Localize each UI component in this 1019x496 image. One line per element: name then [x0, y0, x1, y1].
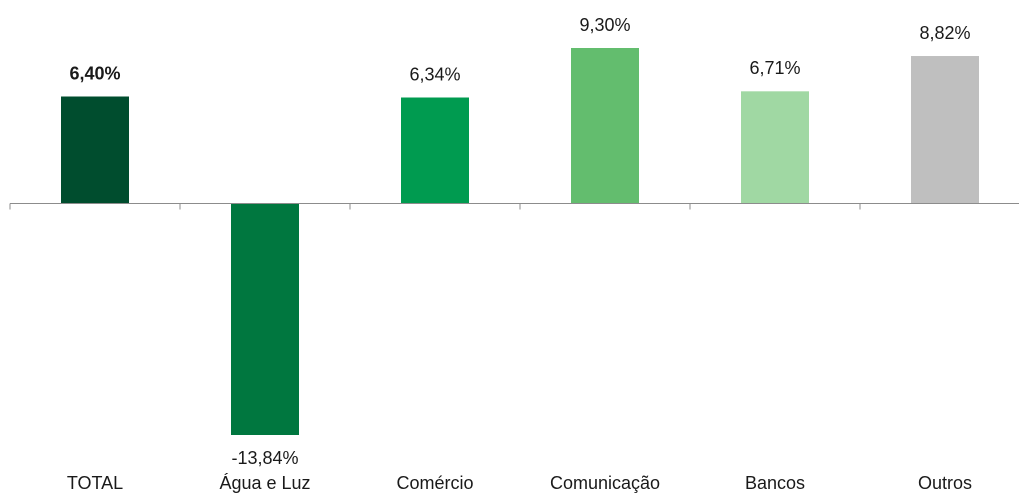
value-label: 8,82% — [919, 23, 970, 43]
bar — [911, 56, 979, 204]
x-tick-label: TOTAL — [67, 473, 123, 493]
value-label: 6,71% — [749, 58, 800, 78]
value-label: -13,84% — [231, 448, 298, 468]
x-tick-label: Comércio — [396, 473, 473, 493]
value-label: 6,34% — [409, 64, 460, 84]
value-label: 6,40% — [69, 63, 120, 83]
value-label: 9,30% — [579, 15, 630, 35]
bar — [741, 91, 809, 204]
x-tick-label: Bancos — [745, 473, 805, 493]
x-tick-label: Água e Luz — [219, 473, 310, 493]
bar — [61, 96, 129, 204]
x-tick-label: Outros — [918, 473, 972, 493]
bar — [401, 97, 469, 204]
x-tick-label: Comunicação — [550, 473, 660, 493]
bar — [571, 48, 639, 204]
bar — [231, 203, 299, 435]
